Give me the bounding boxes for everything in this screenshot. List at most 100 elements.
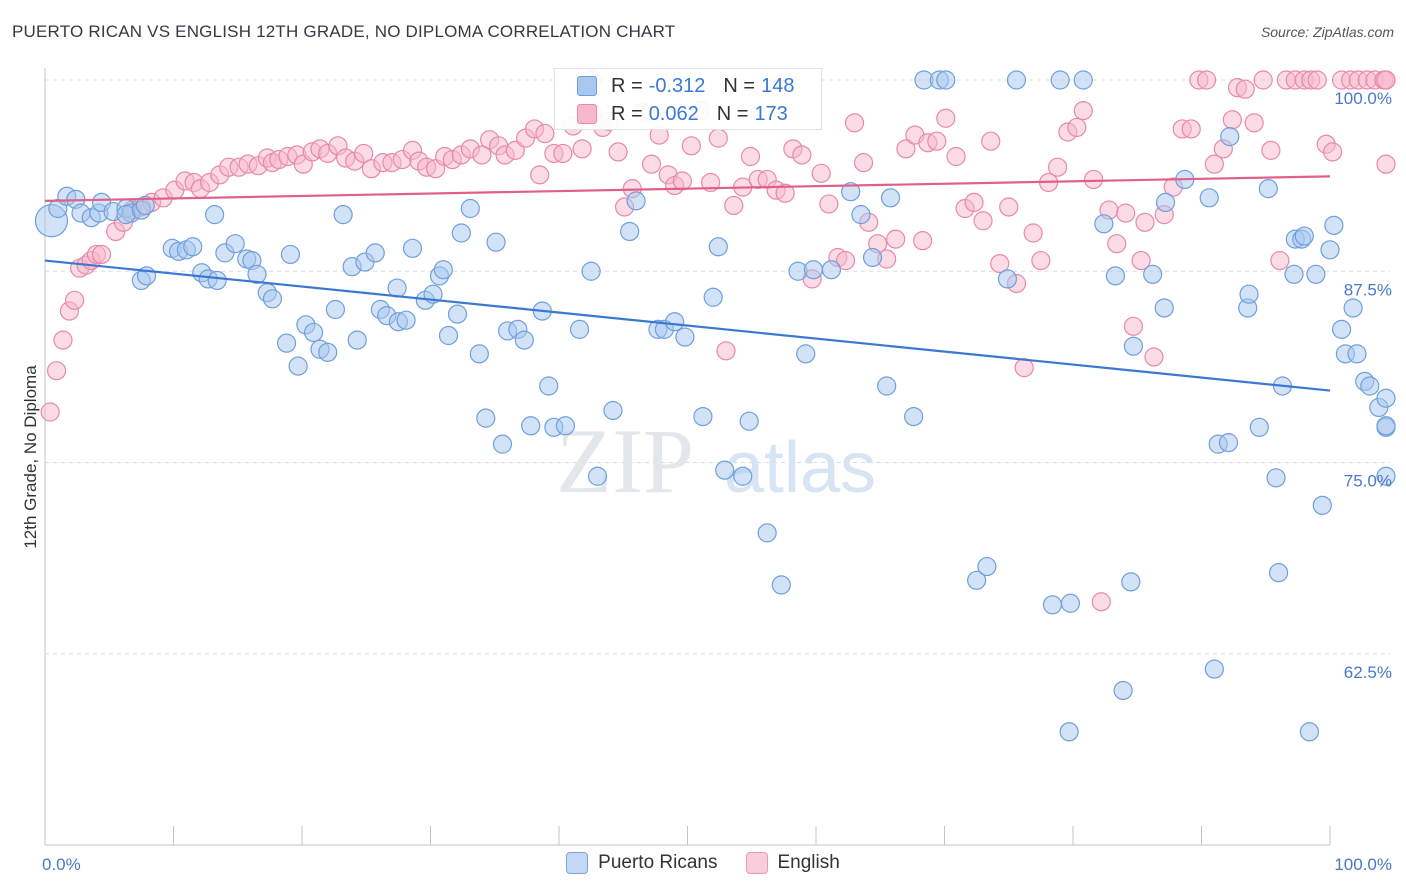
legend-swatch-blue (566, 852, 589, 874)
legend-row-english: R = 0.062 N = 173 (577, 101, 806, 127)
data-point (771, 575, 791, 595)
data-point (740, 146, 761, 167)
data-point (347, 330, 367, 350)
data-point (1091, 592, 1111, 612)
trend-line-english (44, 175, 1331, 202)
r-label: R = (611, 74, 643, 97)
data-point (1222, 110, 1242, 130)
series-english-points (40, 70, 1396, 612)
data-point (333, 205, 353, 225)
data-point (486, 232, 506, 252)
legend-bottom: Puerto Ricans English (0, 852, 1406, 874)
data-point (1320, 240, 1340, 260)
data-point (1376, 416, 1396, 436)
y-tick-label: 75.0% (1344, 472, 1392, 491)
data-point (1059, 722, 1079, 742)
y-tick-label: 87.5% (1344, 280, 1392, 299)
data-point (1067, 117, 1087, 138)
data-point (620, 221, 640, 242)
y-axis-label: 12th Grade, No Diploma (21, 365, 40, 549)
data-point (183, 237, 203, 257)
data-point (792, 145, 812, 165)
legend-item-english[interactable]: English (745, 852, 840, 874)
data-point (1155, 192, 1176, 212)
data-point (1050, 70, 1070, 90)
data-point (877, 376, 897, 396)
y-tick-label: 62.5% (1344, 663, 1392, 682)
series-puerto-ricans-points (34, 70, 1396, 742)
data-point (1154, 298, 1174, 318)
data-point (535, 123, 555, 144)
data-point (1135, 212, 1155, 232)
data-point (608, 142, 628, 162)
data-point (64, 290, 85, 310)
data-point (1144, 347, 1164, 367)
data-point (973, 211, 993, 231)
data-point (572, 139, 592, 159)
data-point (913, 231, 933, 251)
data-point (539, 376, 559, 396)
data-point (1266, 468, 1286, 488)
data-point (205, 205, 225, 225)
watermark: ZIP atlas (556, 410, 876, 512)
data-point (514, 330, 534, 350)
n-label: N = (716, 102, 749, 125)
data-point (757, 523, 777, 543)
data-point (276, 333, 297, 353)
data-point (853, 153, 874, 173)
data-point (775, 183, 795, 203)
data-point (1042, 595, 1063, 615)
data-point (135, 195, 155, 216)
data-point (288, 356, 308, 376)
data-point (1073, 100, 1093, 121)
data-point (1116, 203, 1136, 223)
data-point (1239, 284, 1259, 304)
data-point (964, 192, 984, 212)
data-point (433, 260, 453, 280)
data-point (603, 400, 623, 421)
data-point (1107, 234, 1127, 254)
data-point (1181, 119, 1201, 139)
data-point (91, 244, 112, 265)
data-point (1143, 264, 1163, 284)
data-point (469, 344, 489, 364)
data-point (553, 143, 573, 164)
data-point (1307, 70, 1327, 90)
trend-line-puerto-ricans (44, 259, 1331, 392)
data-point (708, 128, 728, 148)
data-point (1060, 593, 1081, 613)
data-point (555, 416, 576, 436)
data-point (904, 407, 924, 427)
data-point (835, 250, 856, 271)
x-tick-label: 100.0% (1334, 855, 1392, 874)
data-point (1113, 680, 1133, 701)
r-value: 0.062 (648, 102, 699, 125)
legend-item-puerto-ricans[interactable]: Puerto Ricans (566, 852, 718, 874)
data-point (1343, 298, 1363, 318)
data-point (733, 466, 753, 486)
data-point (851, 205, 871, 225)
data-point (716, 341, 736, 361)
data-point (1249, 417, 1269, 437)
data-point (803, 260, 824, 280)
data-point (225, 234, 245, 254)
data-point (927, 131, 947, 151)
data-point (569, 319, 590, 339)
data-point (981, 131, 1001, 151)
data-point (1123, 316, 1143, 336)
data-point (402, 238, 423, 258)
data-point (1261, 140, 1281, 160)
data-point (1258, 179, 1278, 199)
data-point (936, 108, 956, 128)
data-point (247, 264, 267, 284)
source-credit[interactable]: Source: ZipAtlas.com (1260, 24, 1394, 40)
data-point (896, 139, 916, 159)
data-point (796, 344, 816, 364)
data-point (587, 466, 608, 486)
data-point (1197, 70, 1217, 90)
data-point (936, 70, 956, 90)
data-point (1312, 495, 1332, 515)
n-value: 173 (754, 102, 788, 125)
data-point (1083, 169, 1104, 190)
data-point (665, 312, 685, 332)
